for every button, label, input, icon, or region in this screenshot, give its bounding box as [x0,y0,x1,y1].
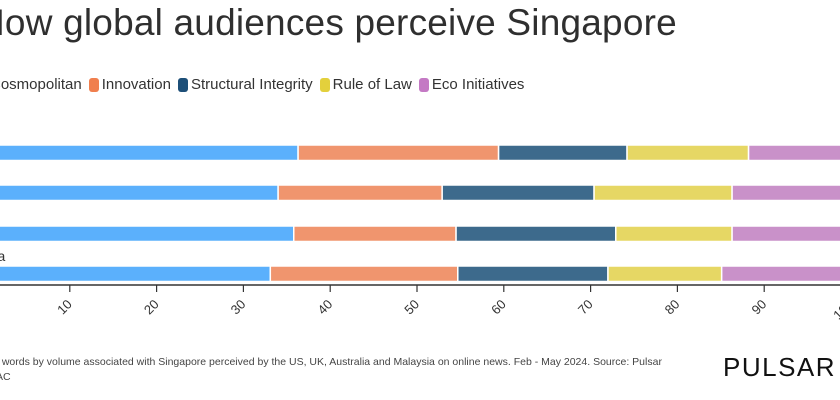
legend-item-eco-initiatives: Eco Initiatives [418,76,525,93]
bar-segment-innovation [292,225,457,243]
x-tick-label: 30 [228,297,249,318]
bar-segment-rule-of-law [607,265,723,283]
chart-title: How global audiences perceive Singapore [0,2,677,43]
bar-segment-eco-initiatives [731,184,840,202]
x-tick-label: 100 [830,297,840,323]
legend-item-innovation: Innovation [88,76,171,93]
bar-segment-innovation [297,144,500,162]
x-tick-label: 90 [748,297,769,318]
legend-label: Structural Integrity [190,76,313,93]
bar-segment-eco-initiatives [731,225,840,243]
footnote: Top words by volume associated with Sing… [0,356,662,383]
bar-segment-rule-of-law [626,144,750,162]
bar-segment-eco-initiatives [747,144,840,162]
bar-segment-cosmopolitan [0,184,279,202]
legend-item-rule-of-law: Rule of Law [319,76,412,93]
bar-segment-innovation [269,265,459,283]
legend-swatch [418,77,429,92]
bar-segment-structural-integrity [455,225,617,243]
bar-segment-eco-initiatives [720,265,840,283]
bar-segment-structural-integrity [457,265,609,283]
x-tick-label: 60 [488,297,509,318]
x-tick-label: 40 [314,297,335,318]
x-tick-label: 10 [54,297,75,318]
legend-swatch [177,77,188,92]
legend-label: Eco Initiatives [431,76,525,93]
x-tick-label: 20 [141,297,162,318]
bar-segment-cosmopolitan [0,265,272,283]
legend: Cosmopolitan Innovation Structural Integ… [0,76,531,93]
bar-segment-structural-integrity [497,144,628,162]
bar-segment-cosmopolitan [0,144,299,162]
legend-item-structural-integrity: Structural Integrity [177,76,313,93]
x-tick-label: 70 [575,297,596,318]
legend-label: Cosmopolitan [0,76,82,93]
legend-label: Rule of Law [332,76,412,93]
legend-swatch [88,77,99,92]
bar-segment-structural-integrity [441,184,595,202]
bar-segment-innovation [277,184,443,202]
bar-segment-rule-of-law [593,184,733,202]
legend-label: Innovation [101,76,171,93]
legend-item-cosmopolitan: Cosmopolitan [0,76,82,93]
row-label: Malaysia [0,248,5,264]
x-tick-label: 50 [401,297,422,318]
brand-logo: PULSAR [723,352,837,382]
bar-segment-cosmopolitan [0,225,295,243]
legend-swatch [319,77,330,92]
x-tick-label: 80 [662,297,683,318]
bar-segment-rule-of-law [615,225,733,243]
